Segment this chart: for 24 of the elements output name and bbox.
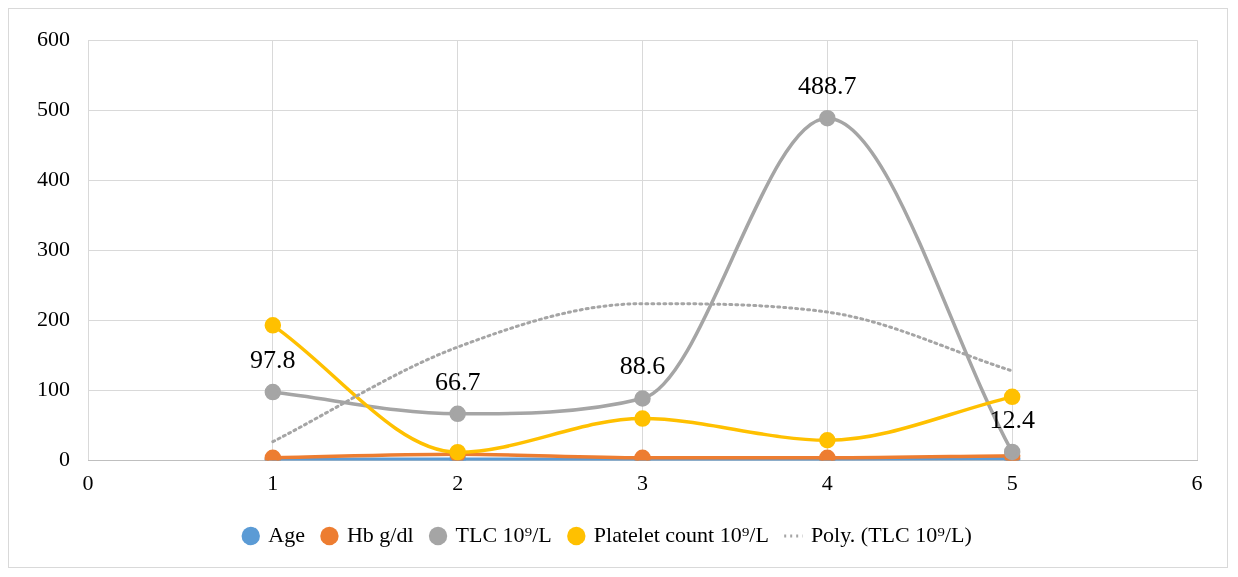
data-label: 488.7: [798, 71, 857, 101]
legend-label: Poly. (TLC 10⁹/L): [810, 521, 972, 547]
y-tick-label: 500: [37, 96, 70, 122]
y-tick-label: 400: [37, 166, 70, 192]
x-tick-label: 2: [452, 469, 464, 495]
data-label: 12.4: [989, 404, 1035, 434]
y-tick-label: 200: [37, 306, 70, 332]
data-label: 97.8: [250, 344, 296, 374]
y-tick-label: 300: [37, 236, 70, 262]
legend-label: TLC 10⁹/L: [455, 521, 552, 547]
legend-label: Platelet count 10⁹/L: [593, 521, 769, 547]
x-tick-label: 0: [82, 469, 94, 495]
data-label: 88.6: [619, 351, 666, 381]
legend-label: Hb g/dl: [346, 521, 414, 547]
y-tick-label: 100: [37, 376, 70, 402]
x-tick-label: 1: [267, 469, 279, 495]
legend-label: Age: [268, 521, 305, 547]
x-tick-label: 4: [821, 469, 833, 495]
y-tick-label: 0: [59, 446, 70, 472]
data-label: 66.7: [434, 366, 481, 396]
x-tick-label: 6: [1191, 469, 1203, 495]
x-tick-label: 5: [1006, 469, 1018, 495]
y-tick-label: 600: [37, 25, 70, 51]
x-tick-label: 3: [637, 469, 648, 495]
